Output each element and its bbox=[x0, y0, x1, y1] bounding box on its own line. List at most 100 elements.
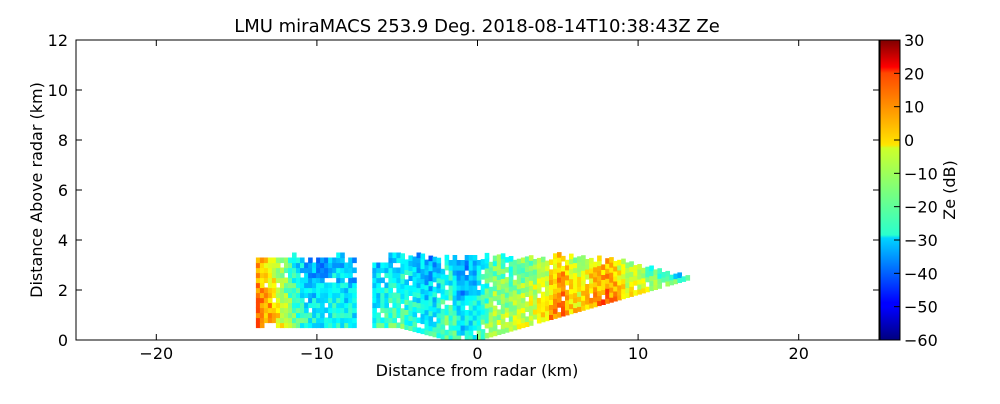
echo-cell bbox=[332, 312, 337, 319]
echo-cell bbox=[288, 277, 293, 284]
echo-cell bbox=[581, 305, 586, 311]
echo-cell bbox=[617, 279, 622, 286]
echo-cell bbox=[296, 277, 301, 284]
x-axis: −20 −10 0 10 20 bbox=[139, 40, 809, 363]
echo-cell bbox=[524, 316, 530, 322]
echo-cell bbox=[464, 315, 470, 321]
echo-cell bbox=[412, 266, 418, 273]
echo-cell bbox=[484, 297, 490, 304]
echo-cell bbox=[645, 286, 650, 293]
echo-cell bbox=[532, 259, 538, 265]
echo-cell bbox=[284, 287, 289, 294]
echo-cell bbox=[384, 322, 389, 329]
echo-cell bbox=[645, 266, 650, 273]
echo-cell bbox=[452, 285, 458, 291]
x-tick-label: −10 bbox=[300, 344, 334, 363]
echo-cell bbox=[524, 266, 530, 272]
echo-cell bbox=[545, 265, 550, 272]
echo-cell bbox=[520, 267, 526, 274]
echo-cell bbox=[412, 256, 418, 263]
echo-cell bbox=[601, 299, 606, 305]
colorbar-tick-label: −60 bbox=[904, 331, 938, 350]
echo-cell bbox=[392, 307, 397, 314]
echo-cell bbox=[308, 272, 313, 279]
echo-cell bbox=[532, 274, 538, 280]
echo-cell bbox=[416, 287, 422, 294]
echo-cell bbox=[512, 279, 518, 286]
echo-cell bbox=[528, 285, 534, 291]
echo-cell bbox=[304, 292, 309, 299]
echo-cell bbox=[324, 272, 329, 279]
echo-cell bbox=[376, 267, 381, 274]
echo-cell bbox=[280, 277, 285, 284]
echo-cell bbox=[263, 257, 269, 264]
echo-cell bbox=[328, 287, 333, 294]
echo-cell bbox=[468, 325, 474, 331]
echo-cell bbox=[472, 280, 478, 286]
echo-cell bbox=[557, 272, 562, 278]
echo-cell bbox=[476, 260, 482, 266]
echo-cell bbox=[292, 277, 297, 284]
echo-cell bbox=[540, 296, 546, 303]
echo-cell bbox=[540, 306, 546, 313]
echo-cell bbox=[472, 265, 478, 271]
echo-cell bbox=[396, 272, 401, 279]
echo-cell bbox=[476, 335, 482, 340]
echo-cell bbox=[344, 292, 349, 299]
echo-cell bbox=[629, 276, 634, 282]
echo-cell bbox=[653, 284, 658, 290]
echo-cell bbox=[432, 301, 438, 308]
echo-cell bbox=[340, 262, 345, 269]
echo-cell bbox=[488, 326, 494, 333]
echo-cell bbox=[348, 282, 353, 289]
echo-cell bbox=[621, 268, 626, 275]
echo-cell bbox=[336, 252, 341, 259]
echo-cell bbox=[665, 275, 670, 282]
echo-cell bbox=[504, 322, 510, 328]
echo-cell bbox=[352, 267, 357, 274]
echo-cell bbox=[573, 257, 578, 264]
echo-cell bbox=[468, 255, 474, 261]
echo-cell bbox=[625, 277, 630, 283]
echo-cell bbox=[508, 276, 514, 282]
echo-cell bbox=[296, 292, 301, 299]
echo-cell bbox=[340, 307, 345, 314]
echo-cell bbox=[613, 265, 618, 272]
echo-cell bbox=[476, 315, 482, 321]
echo-cell bbox=[424, 284, 430, 291]
echo-cell bbox=[561, 270, 566, 277]
echo-cell bbox=[589, 297, 594, 304]
echo-cell bbox=[512, 314, 518, 321]
echo-cell bbox=[452, 295, 458, 301]
echo-cell bbox=[508, 271, 514, 277]
echo-cell bbox=[372, 312, 377, 319]
echo-cell bbox=[464, 280, 470, 286]
echo-cell bbox=[336, 267, 341, 274]
echo-cell bbox=[561, 280, 566, 287]
echo-cell bbox=[472, 315, 478, 321]
echo-cell bbox=[508, 261, 514, 267]
echo-cell bbox=[308, 267, 313, 274]
echo-cell bbox=[420, 288, 426, 295]
echo-cell bbox=[404, 289, 409, 295]
echo-cell bbox=[669, 279, 674, 286]
echo-cell bbox=[508, 306, 514, 312]
echo-cell bbox=[492, 275, 498, 282]
echo-cell bbox=[444, 264, 450, 271]
echo-cell bbox=[424, 299, 430, 306]
echo-cell bbox=[400, 253, 405, 259]
echo-cell bbox=[259, 257, 265, 264]
echo-cell bbox=[488, 261, 494, 268]
echo-cell bbox=[324, 257, 329, 264]
echo-cell bbox=[569, 273, 574, 280]
echo-cell bbox=[512, 319, 518, 326]
echo-cell bbox=[480, 319, 486, 325]
echo-cell bbox=[609, 287, 614, 293]
echo-cell bbox=[324, 267, 329, 274]
echo-cell bbox=[585, 269, 590, 275]
echo-cell bbox=[500, 283, 506, 289]
echo-cell bbox=[312, 262, 317, 269]
echo-cell bbox=[468, 300, 474, 306]
echo-cell bbox=[500, 288, 506, 294]
